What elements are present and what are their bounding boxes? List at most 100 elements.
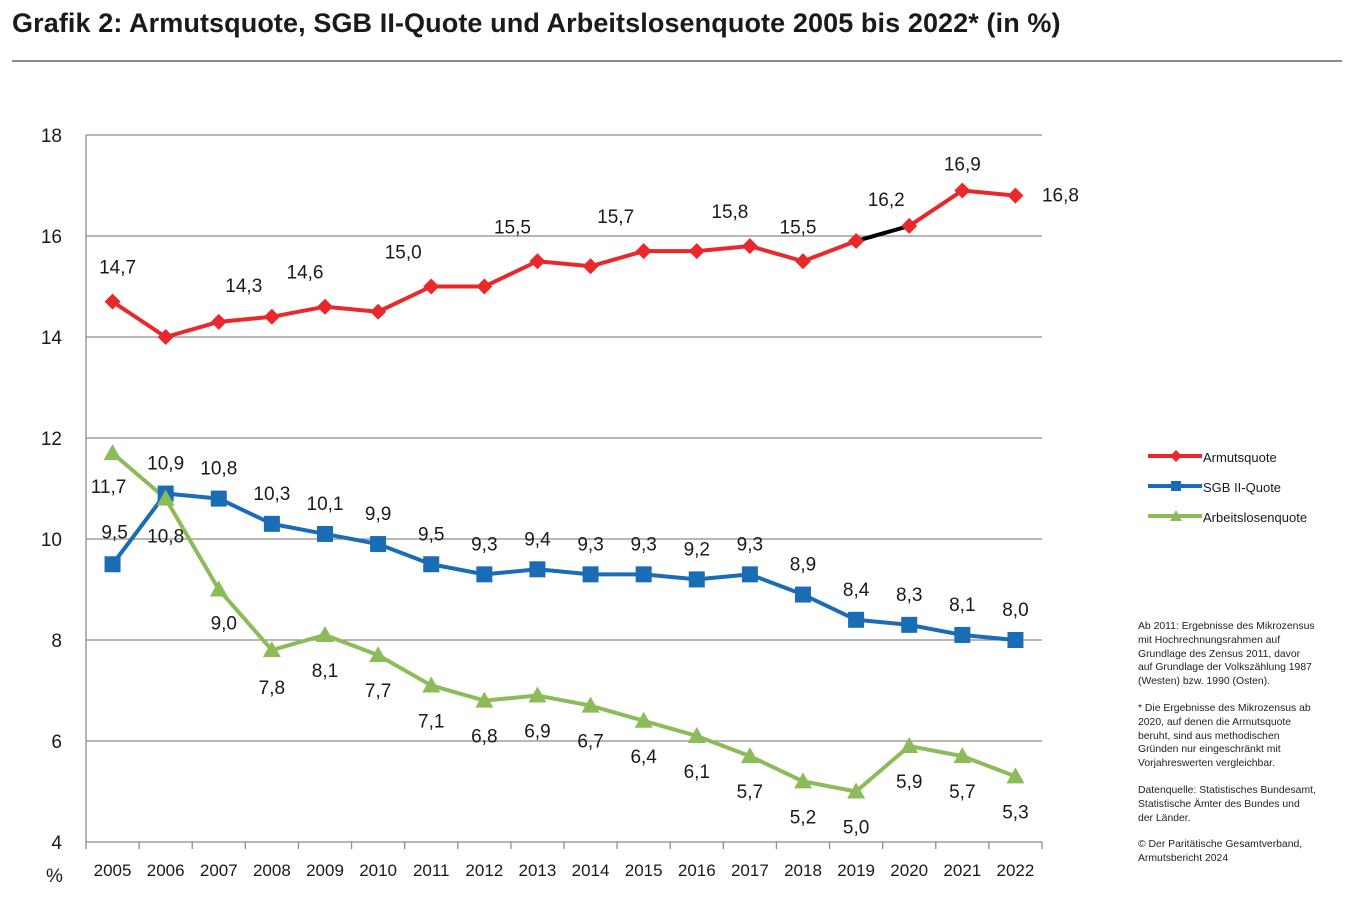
x-tick-label-2011: 2011 xyxy=(413,861,450,880)
arbeitslosenquote-segment-2007 xyxy=(216,587,274,653)
sgb-ii-quote-label-2016: 9,2 xyxy=(684,539,710,560)
arbeitslosenquote-label-2016: 6,1 xyxy=(684,762,710,783)
y-tick-label-16: 16 xyxy=(41,227,62,248)
arbeitslosenquote-point-2007 xyxy=(209,580,228,597)
sgb-ii-quote-segment-2009 xyxy=(323,531,381,547)
footnotes: Ab 2011: Ergebnisse des Mikrozensus mit … xyxy=(1138,620,1338,879)
sgb-ii-quote-point-2007 xyxy=(210,490,227,507)
arbeitslosenquote-label-2013: 6,9 xyxy=(524,722,550,743)
x-tick-label-2006: 2006 xyxy=(147,861,185,880)
armutsquote-point-2021 xyxy=(954,182,971,199)
note-data-source: Datenquelle: Statistisches Bundesamt, St… xyxy=(1138,784,1316,824)
sgb-ii-quote-segment-2015 xyxy=(641,572,699,582)
sgb-ii-quote-point-2013 xyxy=(529,561,546,578)
sgb-ii-quote-point-2018 xyxy=(795,586,811,603)
sgb-ii-quote-point-2014 xyxy=(582,566,599,583)
sgb-ii-quote-segment-2020 xyxy=(907,622,965,637)
y-tick-label-12: 12 xyxy=(41,429,62,450)
armutsquote-label-2020: 16,2 xyxy=(868,190,905,211)
legend-swatch-arbeitslosenquote xyxy=(1148,510,1202,521)
arbeitslosenquote-point-2009 xyxy=(316,625,334,642)
y-tick-label-18: 18 xyxy=(41,126,62,147)
arbeitslosenquote-label-2014: 6,7 xyxy=(577,732,603,753)
armutsquote-point-2014 xyxy=(582,258,599,275)
armutsquote-segment-2005 xyxy=(110,299,168,339)
note-copyright: © Der Paritätische Gesamtverband, Armuts… xyxy=(1138,839,1303,865)
sgb-ii-quote-point-2017 xyxy=(741,566,758,583)
arbeitslosenquote-segment-2020 xyxy=(907,744,965,759)
sgb-ii-quote-point-2015 xyxy=(635,566,652,583)
arbeitslosenquote-point-2013 xyxy=(528,686,547,703)
armutsquote-label-2015: 15,7 xyxy=(597,207,634,228)
x-tick-label-2021: 2021 xyxy=(943,861,981,880)
chart-title: Grafik 2: Armutsquote, SGB II-Quote und … xyxy=(12,8,1061,38)
armutsquote-label-2021: 16,9 xyxy=(944,155,981,176)
sgb-ii-quote-label-2007: 10,8 xyxy=(200,459,237,480)
sgb-ii-quote-label-2017: 9,3 xyxy=(737,534,763,555)
armutsquote-point-2009 xyxy=(317,298,333,315)
title-divider xyxy=(12,60,1342,62)
sgb-ii-quote-segment-2008 xyxy=(269,521,327,536)
armutsquote-point-2012 xyxy=(476,278,493,295)
x-tick-label-2012: 2012 xyxy=(465,861,503,880)
sgb-ii-quote-label-2005: 9,5 xyxy=(101,522,127,543)
sgb-ii-quote-label-2006: 10,9 xyxy=(147,454,184,475)
x-tick-label-2015: 2015 xyxy=(625,861,663,880)
arbeitslosenquote-point-2016 xyxy=(687,726,706,743)
armutsquote-point-2016 xyxy=(688,243,705,260)
note-mikrozensus: Ab 2011: Ergebnisse des Mikrozensus mit … xyxy=(1138,621,1315,688)
arbeitslosenquote-segment-2015 xyxy=(641,718,699,738)
sgb-ii-quote-segment-2016 xyxy=(694,572,752,582)
armutsquote-segment-2010 xyxy=(376,284,434,314)
sgb-ii-quote-point-2008 xyxy=(263,515,280,532)
armutsquote-point-2011 xyxy=(423,278,440,295)
arbeitslosenquote-point-2005 xyxy=(103,444,122,461)
armutsquote-segment-2019 xyxy=(854,223,912,244)
x-tick-label-2014: 2014 xyxy=(572,861,610,880)
sgb-ii-quote-label-2011: 9,5 xyxy=(418,524,444,545)
sgb-ii-quote-segment-2019 xyxy=(854,617,912,627)
armutsquote-label-2007: 14,3 xyxy=(225,276,262,297)
arbeitslosenquote-segment-2016 xyxy=(694,733,752,759)
armutsquote-label-2017: 15,8 xyxy=(711,202,748,223)
sgb-ii-quote-point-2016 xyxy=(688,571,705,588)
arbeitslosenquote-label-2021: 5,7 xyxy=(949,782,975,803)
x-tick-label-2022: 2022 xyxy=(997,861,1035,880)
arbeitslosenquote-point-2018 xyxy=(794,772,812,789)
arbeitslosenquote-segment-2009 xyxy=(323,632,381,658)
arbeitslosenquote-segment-2021 xyxy=(960,754,1018,779)
armutsquote-segment-2018 xyxy=(801,239,859,264)
armutsquote-point-2022 xyxy=(1007,187,1024,204)
sgb-ii-quote-segment-2006 xyxy=(163,491,221,501)
armutsquote-point-2018 xyxy=(795,253,811,270)
sgb-ii-quote-segment-2005 xyxy=(110,491,168,567)
armutsquote-point-2019 xyxy=(848,233,865,250)
armutsquote-label-2013: 15,5 xyxy=(494,217,531,238)
gridlines xyxy=(86,134,1042,742)
armutsquote-segment-2014 xyxy=(588,249,646,269)
armutsquote-segment-2020 xyxy=(907,188,965,228)
legend-swatch-armutsquote xyxy=(1148,450,1202,462)
armutsquote-segment-2008 xyxy=(269,304,327,319)
arbeitslosenquote-label-2020: 5,9 xyxy=(896,772,922,793)
arbeitslosenquote-segment-2013 xyxy=(535,693,593,708)
legend-label-armutsquote: Armutsquote xyxy=(1203,450,1277,465)
axes: 4 6 8 10 12 14 16 18 2005 2006 2007 2008 2009 2010 201… xyxy=(41,126,1043,887)
arbeitslosenquote-point-2021 xyxy=(953,747,972,764)
sgb-ii-quote-segment-2017 xyxy=(747,572,805,597)
arbeitslosenquote-label-2008: 7,8 xyxy=(259,678,285,699)
arbeitslosenquote-segment-2011 xyxy=(429,683,487,703)
x-tick-label-2020: 2020 xyxy=(890,861,928,880)
arbeitslosenquote-point-2015 xyxy=(634,711,653,728)
x-tick-label-2018: 2018 xyxy=(784,861,822,880)
sgb-ii-quote-segment-2012 xyxy=(482,567,540,577)
arbeitslosenquote-segment-2019 xyxy=(854,744,912,794)
armutsquote-point-2005 xyxy=(104,293,121,310)
y-tick-label-10: 10 xyxy=(41,530,62,551)
x-tick-label-2019: 2019 xyxy=(837,861,875,880)
sgb-ii-quote-segment-2021 xyxy=(960,632,1018,642)
sgb-ii-quote-label-2009: 10,1 xyxy=(307,494,344,515)
armutsquote-segment-2006 xyxy=(163,319,221,339)
sgb-ii-quote-segment-2007 xyxy=(216,496,274,526)
armutsquote-point-2007 xyxy=(210,313,227,330)
